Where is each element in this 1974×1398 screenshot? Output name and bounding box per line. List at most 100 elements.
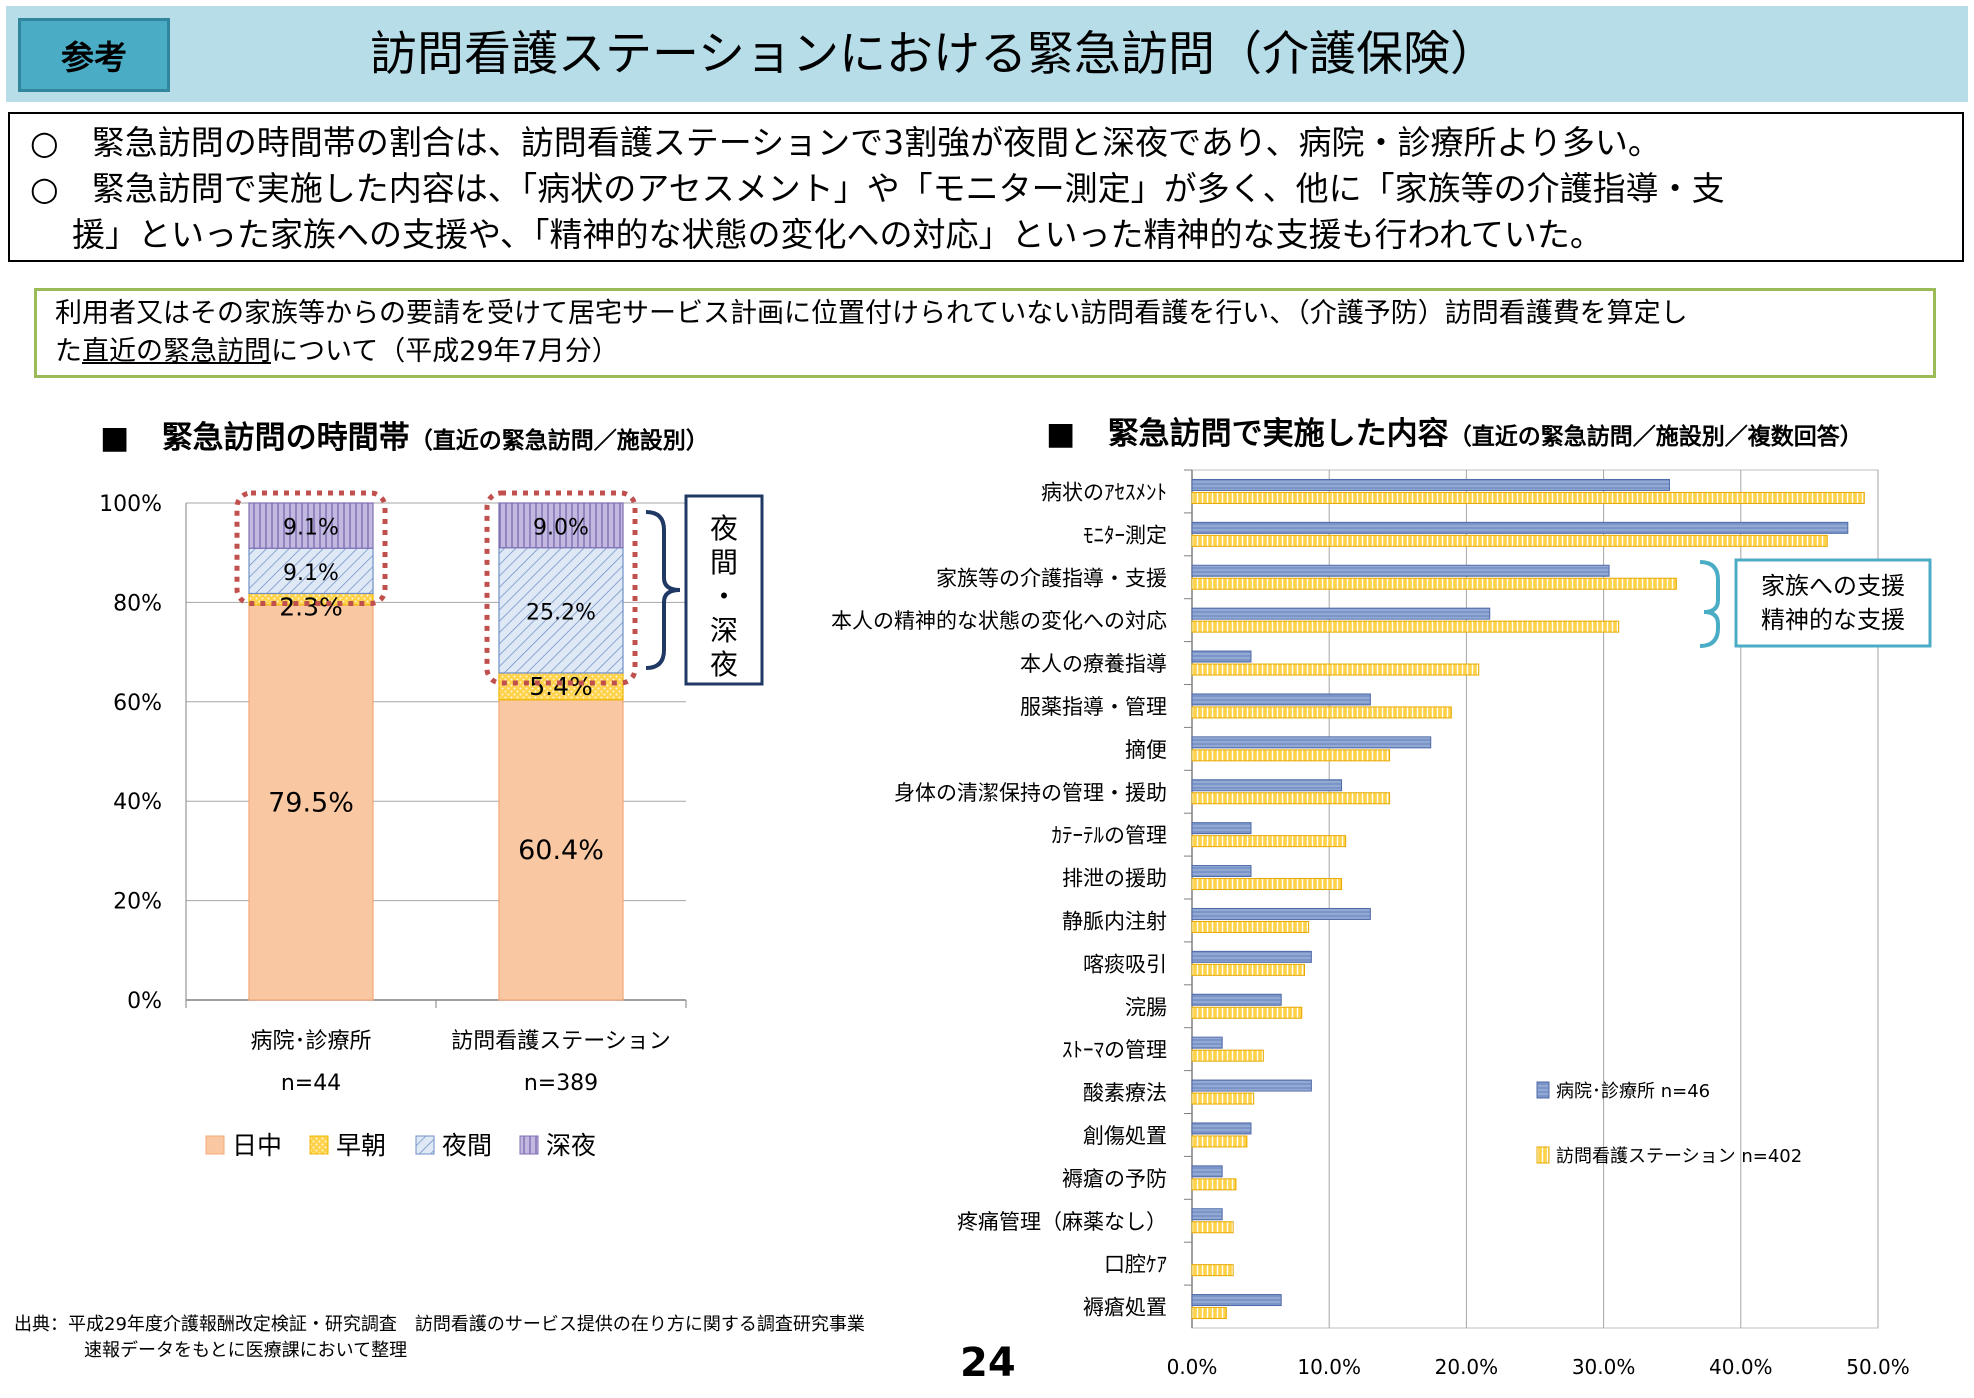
x-tick-label: 0.0% <box>1167 1355 1218 1379</box>
bar-hospital <box>1191 478 1670 491</box>
data-label: 25.2% <box>526 600 596 625</box>
bar-station <box>1191 491 1865 504</box>
y-tick-label: 100% <box>99 492 162 517</box>
x-tick-label: 40.0% <box>1709 1355 1773 1379</box>
legend-swatch <box>309 1135 329 1155</box>
bar-hospital <box>1191 607 1491 620</box>
y-category-label: 本人の精神的な状態の変化への対応 <box>831 609 1167 633</box>
scope-line-2: た直近の緊急訪問について（平成29年7月分） <box>55 333 1915 371</box>
bar-hospital <box>1191 1294 1282 1307</box>
bar-hospital <box>1191 564 1610 577</box>
bar-station <box>1191 792 1391 805</box>
legend-label-hospital: 病院･診療所 n=46 <box>1556 1081 1710 1102</box>
y-category-label: 家族等の介護指導・支援 <box>936 566 1167 590</box>
bar-station <box>1191 1221 1234 1234</box>
bar-station <box>1191 706 1452 719</box>
y-category-label: 本人の療養指導 <box>1020 652 1167 676</box>
bar-segment-day <box>498 699 624 1001</box>
scope-line-2-underlined: 直近の緊急訪問 <box>82 336 271 367</box>
bar-station <box>1191 534 1828 547</box>
legend-swatch <box>519 1135 539 1155</box>
y-category-label: 疼痛管理（麻薬なし） <box>957 1210 1167 1234</box>
x-tick-label: 20.0% <box>1435 1355 1499 1379</box>
source-line-2: 速報データをもとに医療課において整理 <box>84 1340 408 1361</box>
summary-line-1: ○ 緊急訪問の時間帯の割合は、訪問看護ステーションで3割強が夜間と深夜であり、病… <box>30 123 1661 162</box>
y-category-label: 服薬指導・管理 <box>1020 695 1167 719</box>
bar-station <box>1191 1092 1255 1105</box>
summary-line-3: 援」といった家族への支援や、「精神的な状態の変化への対応」といった精神的な支援も… <box>72 215 1603 254</box>
bar-hospital <box>1191 1165 1223 1178</box>
legend-label: 深夜 <box>546 1131 596 1160</box>
summary-box: ○ 緊急訪問の時間帯の割合は、訪問看護ステーションで3割強が夜間と深夜であり、病… <box>8 112 1964 262</box>
bar-hospital <box>1191 950 1312 963</box>
bar-station <box>1191 920 1310 933</box>
bar-hospital <box>1191 521 1849 534</box>
left-section-mark: ■ <box>100 420 130 456</box>
bar-station <box>1191 620 1620 633</box>
x-tick-label: 30.0% <box>1572 1355 1636 1379</box>
scope-line-2-a: た <box>55 336 82 367</box>
y-category-label: 身体の清潔保持の管理・援助 <box>894 781 1167 805</box>
bar-segment-day <box>248 604 374 1001</box>
bar-hospital <box>1191 1208 1223 1221</box>
night-label-char: 夜 <box>710 648 738 681</box>
bar-station <box>1191 1178 1237 1191</box>
bar-station <box>1191 1307 1227 1320</box>
n-label: n=389 <box>524 1071 598 1096</box>
y-tick-label: 20% <box>113 890 162 915</box>
legend-label: 日中 <box>232 1131 282 1160</box>
family-label-2: 精神的な支援 <box>1761 606 1905 634</box>
time-slot-stacked-bar-chart: 0% 20% 40% 60% 80% 100% 79.5% 2.3% 9.1% 9.1% 病院･診療… <box>99 490 687 1160</box>
right-section-mark: ■ <box>1046 416 1076 452</box>
bar-station <box>1191 663 1480 676</box>
bar-station <box>1191 1264 1234 1277</box>
y-tick-label: 60% <box>113 691 162 716</box>
data-label: 60.4% <box>518 835 604 866</box>
left-section-subtitle: （直近の緊急訪問／施設別） <box>409 428 709 454</box>
y-category-label: ｽﾄｰﾏの管理 <box>1062 1038 1167 1062</box>
night-label-char: 間 <box>710 546 738 579</box>
bar-station <box>1191 749 1391 762</box>
legend-swatch-station <box>1536 1146 1550 1164</box>
bar-station <box>1191 577 1677 590</box>
bar-station <box>1191 963 1306 976</box>
right-section-header: ■ 緊急訪問で実施した内容（直近の緊急訪問／施設別／複数回答） <box>1046 408 1863 453</box>
x-tick-label: 50.0% <box>1846 1355 1910 1379</box>
y-category-label: 浣腸 <box>1125 995 1167 1019</box>
bar-hospital <box>1191 822 1252 835</box>
bar-hospital <box>1191 736 1432 749</box>
left-section-header: ■ 緊急訪問の時間帯（直近の緊急訪問／施設別） <box>100 412 709 457</box>
right-section-title: 緊急訪問で実施した内容 <box>1107 416 1449 452</box>
source-line-1: 出典：平成29年度介護報酬改定検証・研究調査 訪問看護のサービス提供の在り方に関… <box>14 1314 865 1335</box>
family-bracket <box>1699 560 1720 648</box>
summary-line-2: ○ 緊急訪問で実施した内容は、「病状のアセスメント」や「モニター測定」が多く、他… <box>30 169 1725 208</box>
night-label-char: ・ <box>710 580 738 613</box>
data-label: 9.0% <box>533 515 589 540</box>
y-category-label: 褥瘡処置 <box>1083 1296 1167 1320</box>
reference-tag: 参考 <box>18 18 170 92</box>
bar-hospital <box>1191 1036 1223 1049</box>
bar-hospital <box>1191 993 1282 1006</box>
bar-hospital <box>1191 650 1252 663</box>
night-label-box <box>684 494 764 686</box>
bar-hospital <box>1191 865 1252 878</box>
right-section-subtitle: （直近の緊急訪問／施設別／複数回答） <box>1448 424 1863 450</box>
highlight-box <box>234 490 388 606</box>
bar-hospital <box>1191 1122 1252 1135</box>
source-note: 出典：平成29年度介護報酬改定検証・研究調査 訪問看護のサービス提供の在り方に関… <box>14 1312 865 1364</box>
data-label: 5.4% <box>529 672 593 701</box>
legend-swatch <box>415 1135 435 1155</box>
y-category-label: 口腔ｹｱ <box>1104 1253 1167 1277</box>
scope-line-1: 利用者又はその家族等からの要請を受けて居宅サービス計画に位置付けられていない訪問… <box>55 298 1688 329</box>
bar-hospital <box>1191 907 1371 920</box>
bar-segment-midnight <box>498 502 624 549</box>
data-label: 2.3% <box>279 592 343 621</box>
page-title: 訪問看護ステーションにおける緊急訪問（介護保険） <box>370 27 1498 82</box>
bar-segment-midnight <box>248 502 374 549</box>
scope-box: 利用者又はその家族等からの要請を受けて居宅サービス計画に位置付けられていない訪問… <box>34 288 1936 378</box>
y-tick-label: 80% <box>113 591 162 616</box>
left-section-title: 緊急訪問の時間帯 <box>161 420 410 456</box>
y-category-label: 排泄の援助 <box>1062 867 1167 891</box>
night-bracket <box>645 510 681 670</box>
